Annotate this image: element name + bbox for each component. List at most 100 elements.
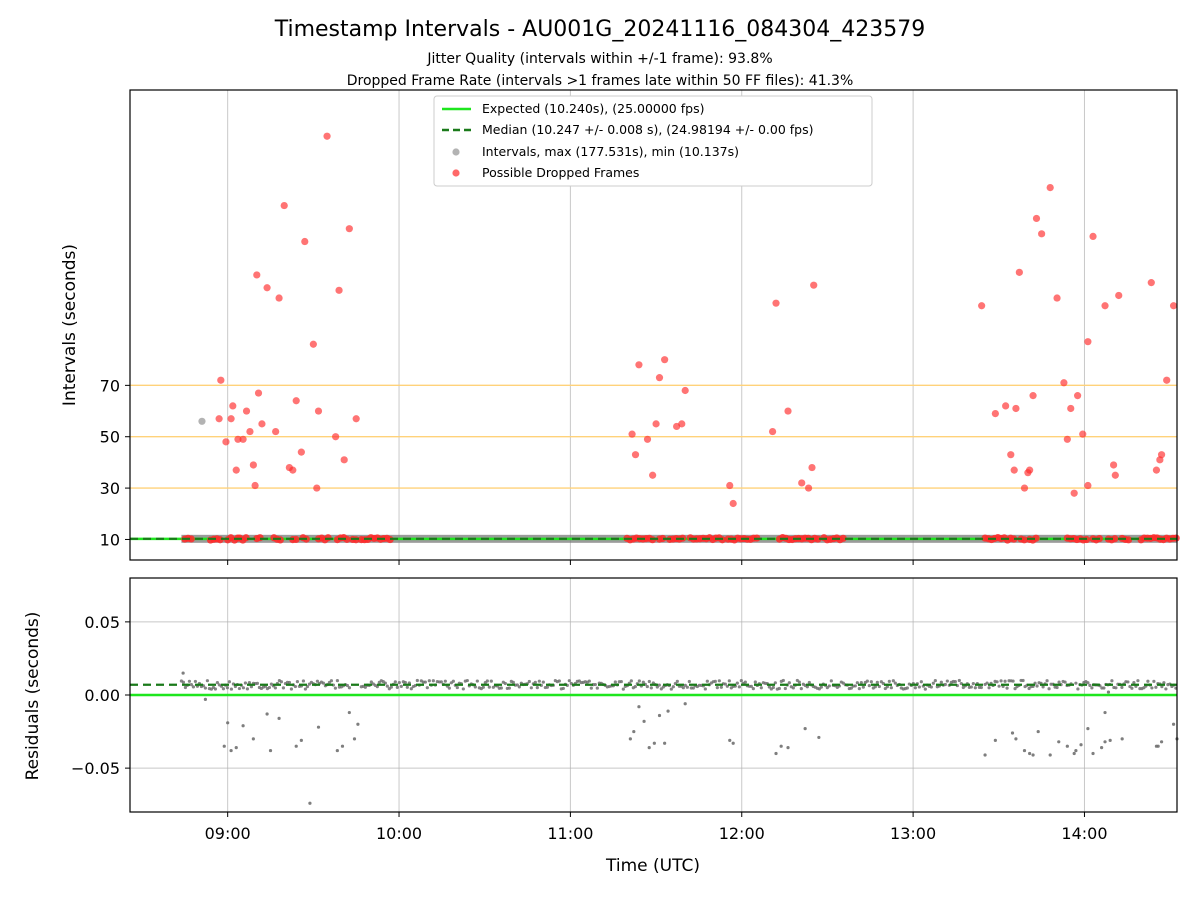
residual-point <box>749 684 753 688</box>
residual-point <box>1057 680 1061 684</box>
intervals-series <box>130 132 1180 544</box>
residual-point <box>335 679 340 683</box>
dropped-frame-point <box>1084 338 1092 346</box>
dropped-frame-point <box>1015 268 1023 276</box>
residual-point <box>225 686 230 690</box>
residual-point <box>279 680 284 684</box>
dropped-frame-point <box>258 420 266 428</box>
dropped-frame-point <box>249 461 257 469</box>
dropped-frame-point <box>239 435 247 443</box>
residual-point <box>985 681 989 685</box>
residual-point <box>893 681 897 685</box>
residual-point <box>425 686 429 690</box>
residual-point <box>595 686 599 690</box>
residual-point <box>786 746 790 750</box>
residual-point <box>1171 722 1176 726</box>
residual-point <box>1162 681 1166 685</box>
residual-point <box>717 679 721 683</box>
dropped-frame-point <box>272 427 280 436</box>
residual-point <box>533 680 537 684</box>
legend-intervals-swatch <box>452 148 460 156</box>
residual-point <box>352 737 357 741</box>
residual-point <box>203 686 208 690</box>
residuals-axes-border <box>129 577 1178 813</box>
residual-point <box>969 685 973 689</box>
residual-point <box>939 680 943 684</box>
residual-point <box>1074 748 1078 753</box>
residual-point <box>321 681 326 685</box>
residual-point <box>891 679 895 683</box>
residual-point <box>356 722 360 726</box>
residual-point <box>797 680 801 684</box>
dropped-frame-point <box>798 479 806 487</box>
residual-point <box>655 685 659 689</box>
residual-point <box>771 685 775 690</box>
residual-point <box>642 719 646 723</box>
dropped-frame-point <box>1020 484 1029 492</box>
residual-point <box>713 679 717 683</box>
residual-point <box>1079 743 1083 747</box>
residual-point <box>859 680 863 685</box>
residual-point <box>423 680 427 684</box>
residual-point <box>1164 687 1168 691</box>
residual-point <box>683 683 687 687</box>
residual-point <box>945 679 949 683</box>
residual-point <box>715 686 719 690</box>
residual-point <box>363 685 367 689</box>
residual-point <box>475 679 479 683</box>
residual-point <box>561 686 565 691</box>
residual-point <box>369 680 373 684</box>
residual-point <box>979 685 983 690</box>
legend-dropped-swatch <box>452 169 460 177</box>
residual-point <box>873 685 877 689</box>
dropped-frame-point <box>263 284 271 292</box>
dropped-frame-point <box>345 225 353 233</box>
residual-point <box>1110 679 1114 683</box>
residual-point <box>529 686 533 690</box>
dropped-frame-point <box>661 356 669 364</box>
residual-point <box>645 684 649 689</box>
residual-point <box>719 685 723 689</box>
intervals-panel: 10 30 50 70 Intervals (seconds) Expected (1… <box>60 89 1180 565</box>
residual-point <box>1103 740 1107 744</box>
chart-title: Timestamp Intervals - AU001G_20241116_08… <box>274 17 926 42</box>
dropped-frame-point <box>643 435 652 443</box>
residual-point <box>853 684 857 688</box>
residual-point <box>1152 679 1156 683</box>
residual-point <box>633 685 637 689</box>
residual-point <box>1136 679 1140 683</box>
dropped-frame-point <box>635 361 643 369</box>
residual-point <box>385 684 389 688</box>
x-axis-label: Time (UTC) <box>605 856 700 876</box>
chart-subtitle-dropped: Dropped Frame Rate (intervals >1 frames … <box>347 73 854 89</box>
residual-point <box>1072 751 1076 756</box>
residual-point <box>759 686 763 690</box>
residual-point <box>329 679 334 683</box>
dropped-frame-point <box>251 481 259 490</box>
dropped-frame-point <box>323 132 331 140</box>
residual-point <box>247 681 252 685</box>
dropped-frame-point <box>678 420 686 428</box>
residual-point <box>481 685 485 689</box>
residual-point <box>1045 679 1049 683</box>
residual-point <box>265 712 269 716</box>
residual-point <box>1074 681 1078 685</box>
residual-point <box>345 683 350 688</box>
residual-point <box>1150 686 1154 690</box>
dropped-frame-point <box>232 466 240 474</box>
residual-point <box>1027 686 1031 691</box>
residual-point <box>511 680 515 684</box>
residual-point <box>649 686 653 690</box>
residual-point <box>241 724 245 728</box>
residual-point <box>637 705 641 709</box>
residual-point <box>889 686 893 690</box>
residual-point <box>774 751 778 756</box>
residual-point <box>289 687 294 691</box>
residual-point <box>1086 727 1090 731</box>
intervals-y-ticks: 10 30 50 70 <box>100 376 130 549</box>
residual-point <box>567 679 571 683</box>
residual-point <box>1159 740 1164 744</box>
dropped-frame-point <box>340 456 348 464</box>
dropped-frame-point <box>1169 302 1178 310</box>
dropped-frame-point <box>1067 404 1075 413</box>
